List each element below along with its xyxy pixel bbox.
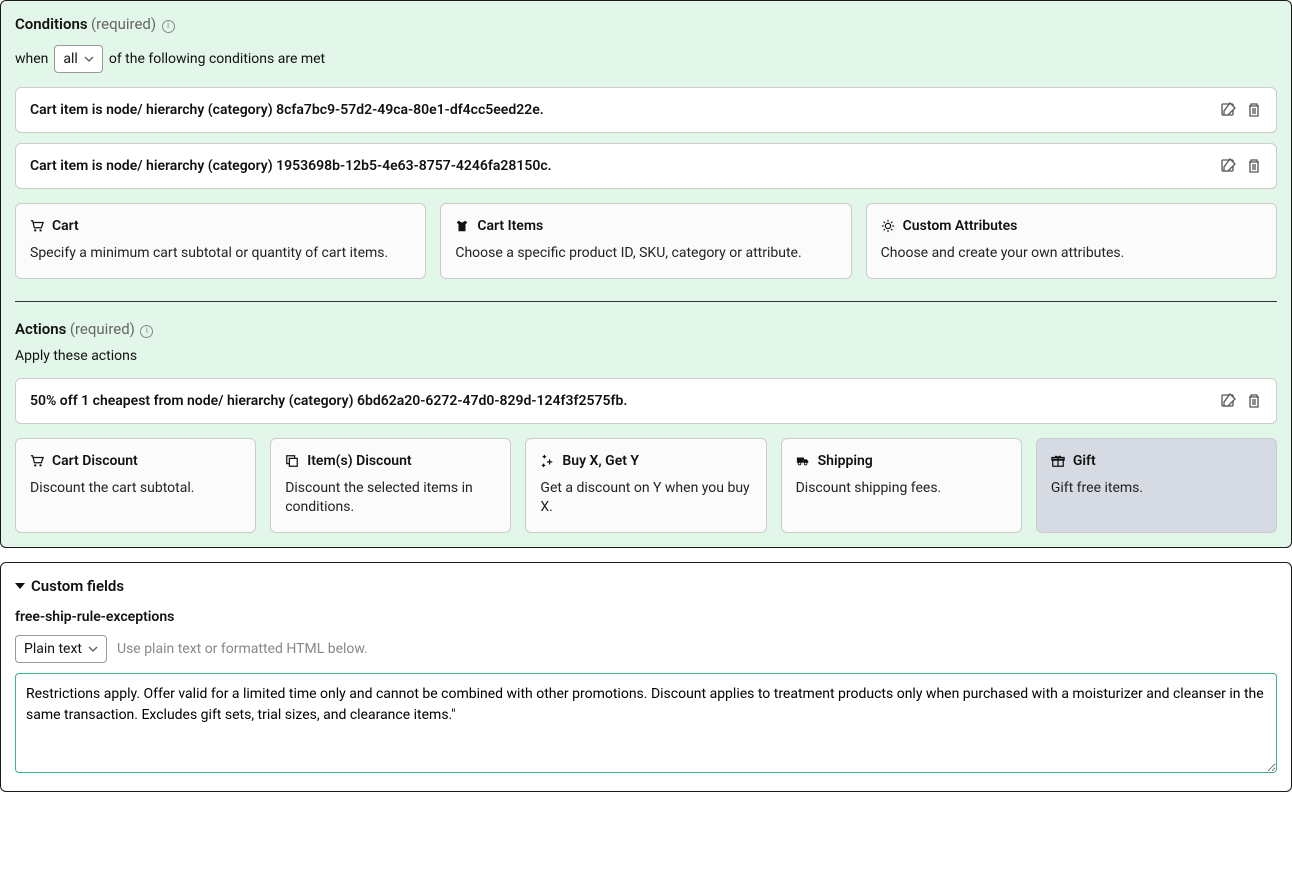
card-desc: Discount shipping fees. bbox=[796, 479, 1007, 499]
actions-required-label: (required) bbox=[70, 320, 135, 338]
format-hint: Use plain text or formatted HTML below. bbox=[117, 641, 368, 657]
conditions-required-label: (required) bbox=[91, 15, 156, 33]
card-desc: Gift free items. bbox=[1051, 479, 1262, 499]
info-icon[interactable]: i bbox=[162, 20, 175, 33]
truck-icon bbox=[796, 454, 810, 468]
condition-rule-text: Cart item is node/ hierarchy (category) … bbox=[30, 102, 544, 118]
cart-icon bbox=[30, 454, 44, 468]
trash-icon[interactable] bbox=[1246, 393, 1262, 409]
custom-field-textarea[interactable] bbox=[15, 673, 1277, 773]
cart-icon bbox=[30, 219, 44, 233]
info-icon[interactable]: i bbox=[140, 325, 153, 338]
when-suffix: of the following conditions are met bbox=[109, 51, 325, 67]
actions-subtitle: Apply these actions bbox=[15, 348, 1277, 364]
trash-icon[interactable] bbox=[1246, 102, 1262, 118]
card-title: Gift bbox=[1073, 453, 1096, 469]
card-title: Buy X, Get Y bbox=[562, 453, 639, 469]
card-desc: Choose a specific product ID, SKU, categ… bbox=[455, 244, 836, 264]
action-type-cards: Cart Discount Discount the cart subtotal… bbox=[15, 438, 1277, 533]
condition-rule-row: Cart item is node/ hierarchy (category) … bbox=[15, 143, 1277, 189]
card-desc: Specify a minimum cart subtotal or quant… bbox=[30, 244, 411, 264]
condition-type-custom-attributes[interactable]: Custom Attributes Choose and create your… bbox=[866, 203, 1277, 279]
condition-rule-text: Cart item is node/ hierarchy (category) … bbox=[30, 158, 552, 174]
custom-fields-toggle[interactable]: Custom fields bbox=[15, 577, 1277, 595]
copy-icon bbox=[285, 454, 299, 468]
condition-rule-row: Cart item is node/ hierarchy (category) … bbox=[15, 87, 1277, 133]
action-type-gift[interactable]: Gift Gift free items. bbox=[1036, 438, 1277, 533]
conditions-when-row: when all of the following conditions are… bbox=[15, 45, 1277, 73]
condition-type-cart-items[interactable]: Cart Items Choose a specific product ID,… bbox=[440, 203, 851, 279]
card-title: Custom Attributes bbox=[903, 218, 1018, 234]
card-desc: Choose and create your own attributes. bbox=[881, 244, 1262, 264]
gear-icon bbox=[881, 219, 895, 233]
conditions-title: Conditions bbox=[15, 15, 88, 33]
match-mode-select[interactable]: all bbox=[54, 45, 102, 73]
gift-icon bbox=[1051, 454, 1065, 468]
card-title: Cart Items bbox=[477, 218, 543, 234]
condition-type-cards: Cart Specify a minimum cart subtotal or … bbox=[15, 203, 1277, 279]
chevron-down-icon bbox=[84, 54, 94, 64]
caret-down-icon bbox=[15, 583, 25, 589]
action-type-shipping[interactable]: Shipping Discount shipping fees. bbox=[781, 438, 1022, 533]
card-desc: Discount the selected items in condition… bbox=[285, 479, 496, 518]
edit-icon[interactable] bbox=[1220, 102, 1236, 118]
action-type-cart-discount[interactable]: Cart Discount Discount the cart subtotal… bbox=[15, 438, 256, 533]
actions-title: Actions bbox=[15, 320, 66, 338]
format-select[interactable]: Plain text bbox=[15, 635, 107, 663]
action-rule-row: 50% off 1 cheapest from node/ hierarchy … bbox=[15, 378, 1277, 424]
edit-icon[interactable] bbox=[1220, 393, 1236, 409]
match-mode-value: all bbox=[63, 51, 77, 67]
shirt-icon bbox=[455, 219, 469, 233]
action-type-buy-x-get-y[interactable]: Buy X, Get Y Get a discount on Y when yo… bbox=[525, 438, 766, 533]
custom-field-format-row: Plain text Use plain text or formatted H… bbox=[15, 635, 1277, 663]
card-title: Item(s) Discount bbox=[307, 453, 411, 469]
actions-section: Actions (required) i Apply these actions… bbox=[15, 320, 1277, 533]
custom-fields-header: Custom fields bbox=[31, 577, 124, 595]
custom-field-name: free-ship-rule-exceptions bbox=[15, 609, 1277, 625]
section-divider bbox=[15, 301, 1277, 302]
chevron-down-icon bbox=[88, 644, 98, 654]
format-value: Plain text bbox=[24, 641, 82, 657]
card-title: Cart bbox=[52, 218, 79, 234]
action-type-item-discount[interactable]: Item(s) Discount Discount the selected i… bbox=[270, 438, 511, 533]
when-prefix: when bbox=[15, 51, 48, 67]
custom-fields-panel: Custom fields free-ship-rule-exceptions … bbox=[0, 562, 1292, 792]
card-title: Cart Discount bbox=[52, 453, 138, 469]
sparkle-icon bbox=[540, 454, 554, 468]
edit-icon[interactable] bbox=[1220, 158, 1236, 174]
trash-icon[interactable] bbox=[1246, 158, 1262, 174]
card-title: Shipping bbox=[818, 453, 873, 469]
action-rule-text: 50% off 1 cheapest from node/ hierarchy … bbox=[30, 393, 627, 409]
card-desc: Get a discount on Y when you buy X. bbox=[540, 479, 751, 518]
condition-type-cart[interactable]: Cart Specify a minimum cart subtotal or … bbox=[15, 203, 426, 279]
card-desc: Discount the cart subtotal. bbox=[30, 479, 241, 499]
conditions-section: Conditions (required) i when all of the … bbox=[15, 15, 1277, 279]
promotions-rules-panel: Conditions (required) i when all of the … bbox=[0, 0, 1292, 548]
